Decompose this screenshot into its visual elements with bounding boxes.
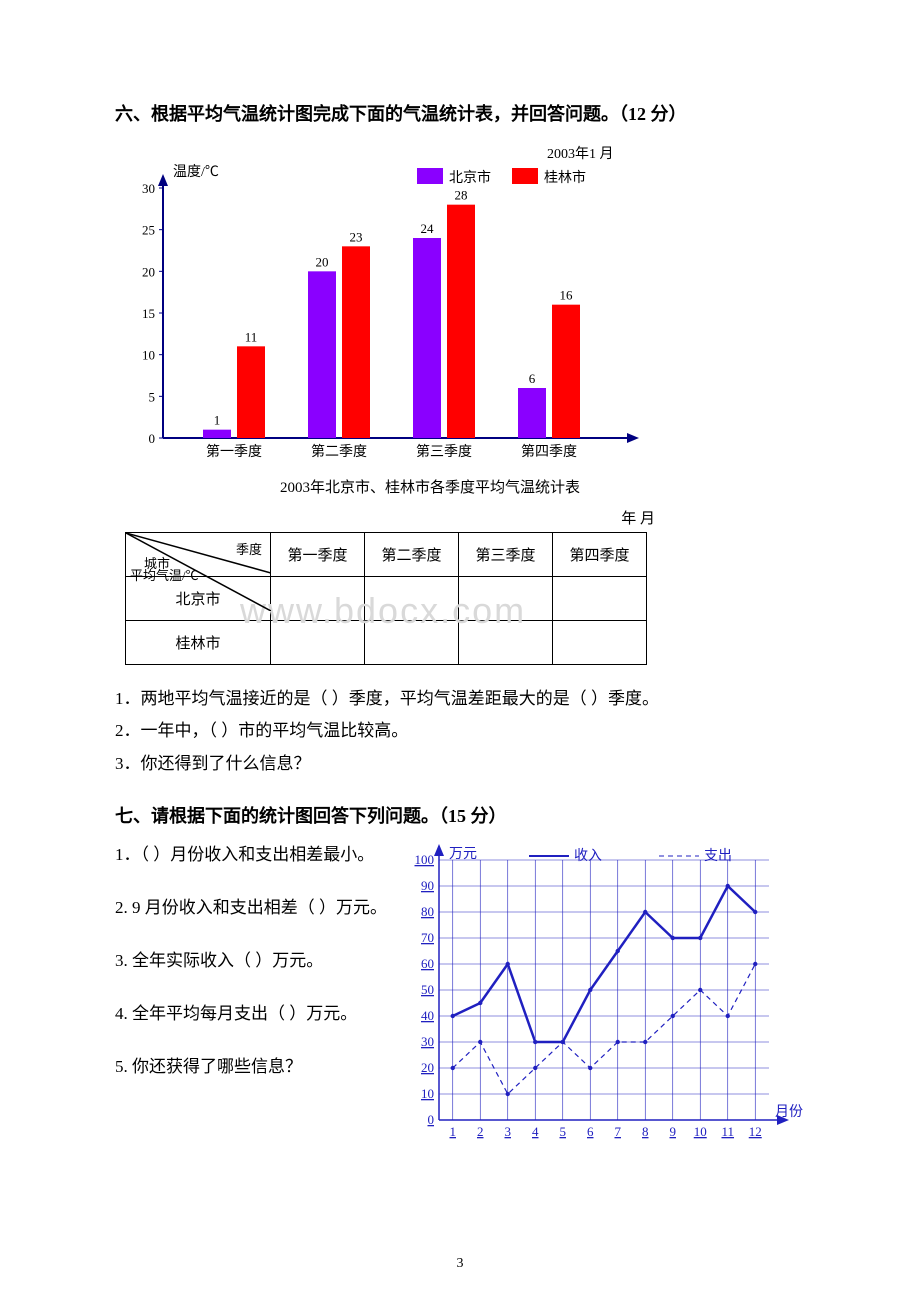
svg-text:2: 2 [477,1124,484,1139]
svg-text:0: 0 [149,431,156,446]
svg-text:0: 0 [428,1112,435,1127]
table-diagonal-header: 季度 平均气温/℃ 城市 [126,533,271,577]
svg-text:6: 6 [587,1124,594,1139]
s7-q1: 1．（ ）月份收入和支出相差最小。 [115,840,405,865]
legend-label-guilin: 桂林市 [544,169,586,186]
legend-swatch-beijing [417,168,443,184]
chart-date: 2003年1 月 [547,146,614,162]
col-q2: 第二季度 [365,533,459,577]
svg-text:10: 10 [421,1086,434,1101]
legend-label-beijing: 北京市 [449,169,491,186]
section-7-title: 七、请根据下面的统计图回答下列问题。（15 分） [115,802,805,828]
svg-text:6: 6 [529,371,536,386]
svg-text:30: 30 [142,181,155,196]
svg-text:第二季度: 第二季度 [311,443,367,460]
svg-text:20: 20 [421,1060,434,1075]
svg-text:10: 10 [142,348,155,363]
col-q3: 第三季度 [459,533,553,577]
svg-text:3: 3 [505,1124,512,1139]
svg-text:60: 60 [421,956,434,971]
diag-top: 季度 [236,539,262,558]
cell-blank[interactable] [553,577,647,621]
svg-text:5: 5 [149,389,156,404]
page-number: 3 [0,1256,920,1272]
s7-q2: 2. 9 月份收入和支出相差（ ）万元。 [115,893,405,918]
svg-text:28: 28 [455,188,468,203]
diag-bot: 城市 [144,553,170,572]
table-date: 年 月 [115,507,805,528]
svg-text:第四季度: 第四季度 [521,443,577,460]
svg-text:第一季度: 第一季度 [206,443,262,460]
s7-q5: 5. 你还获得了哪些信息？ [115,1052,405,1077]
svg-text:4: 4 [532,1124,539,1139]
svg-text:70: 70 [421,930,434,945]
section-7: 七、请根据下面的统计图回答下列问题。（15 分） 1．（ ）月份收入和支出相差最… [115,802,805,1155]
svg-text:50: 50 [421,982,434,997]
svg-text:20: 20 [142,264,155,279]
s7-q3: 3. 全年实际收入（ ）万元。 [115,946,405,971]
bar-chart: 2003年1 月 北京市 桂林市 温度/℃ 051015202530111第一季… [127,138,805,468]
line-chart: 0102030405060708090100123456789101112万元月… [405,840,805,1155]
col-q1: 第一季度 [271,533,365,577]
s6-q3: 3．你还得到了什么信息？ [115,748,805,780]
svg-text:12: 12 [749,1124,762,1139]
col-q4: 第四季度 [553,533,647,577]
section-6: 六、根据平均气温统计图完成下面的气温统计表，并回答问题。（12 分） 2003年… [115,100,805,780]
svg-text:月份: 月份 [775,1104,803,1120]
svg-text:万元: 万元 [449,847,477,862]
svg-text:25: 25 [142,223,155,238]
svg-text:7: 7 [615,1124,622,1139]
section-6-title: 六、根据平均气温统计图完成下面的气温统计表，并回答问题。（12 分） [115,100,805,126]
cell-blank[interactable] [553,621,647,665]
svg-text:9: 9 [670,1124,677,1139]
svg-text:100: 100 [415,852,435,867]
watermark: www.bdocx.com [240,590,526,632]
svg-text:1: 1 [450,1124,457,1139]
svg-text:15: 15 [142,306,155,321]
svg-text:5: 5 [560,1124,567,1139]
svg-text:11: 11 [721,1124,734,1139]
bar-chart-svg: 2003年1 月 北京市 桂林市 温度/℃ 051015202530111第一季… [127,138,647,468]
svg-text:23: 23 [350,229,363,244]
s6-q2: 2．一年中，（ ）市的平均气温比较高。 [115,715,805,747]
svg-text:1: 1 [214,413,221,428]
chart-caption: 2003年北京市、桂林市各季度平均气温统计表 [55,476,805,497]
legend-swatch-guilin [512,168,538,184]
svg-text:支出: 支出 [704,848,732,864]
section-6-questions: 1．两地平均气温接近的是（ ）季度，平均气温差距最大的是（ ）季度。 2．一年中… [115,683,805,780]
svg-text:30: 30 [421,1034,434,1049]
svg-text:10: 10 [694,1124,707,1139]
svg-text:第三季度: 第三季度 [416,443,472,460]
svg-text:8: 8 [642,1124,649,1139]
s6-q1: 1．两地平均气温接近的是（ ）季度，平均气温差距最大的是（ ）季度。 [115,683,805,715]
section-7-questions: 1．（ ）月份收入和支出相差最小。 2. 9 月份收入和支出相差（ ）万元。 3… [115,840,405,1105]
svg-text:24: 24 [421,221,435,236]
svg-text:16: 16 [560,288,574,303]
s7-q4: 4. 全年平均每月支出（ ）万元。 [115,999,405,1024]
svg-text:90: 90 [421,878,434,893]
svg-text:收入: 收入 [574,848,602,864]
line-chart-svg: 0102030405060708090100123456789101112万元月… [405,840,805,1150]
svg-text:20: 20 [316,254,329,269]
svg-text:11: 11 [245,329,258,344]
svg-text:40: 40 [421,1008,434,1023]
svg-text:80: 80 [421,904,434,919]
y-axis-label: 温度/℃ [173,164,219,180]
